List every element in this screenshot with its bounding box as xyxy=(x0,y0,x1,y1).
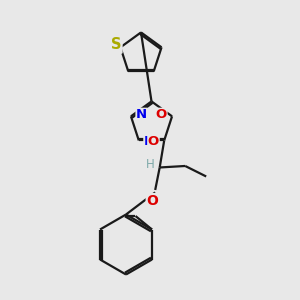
Text: S: S xyxy=(111,38,121,52)
Text: O: O xyxy=(146,194,158,208)
Text: H: H xyxy=(146,158,154,171)
Text: N: N xyxy=(144,136,155,148)
Text: O: O xyxy=(156,108,167,121)
Text: O: O xyxy=(148,136,159,148)
Text: N: N xyxy=(136,108,147,121)
